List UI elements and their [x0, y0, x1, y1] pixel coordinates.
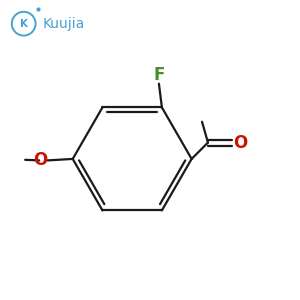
- Text: K: K: [20, 19, 28, 29]
- Text: O: O: [233, 134, 248, 152]
- Text: Kuujia: Kuujia: [43, 17, 85, 31]
- Text: F: F: [153, 66, 165, 84]
- Text: O: O: [33, 152, 47, 169]
